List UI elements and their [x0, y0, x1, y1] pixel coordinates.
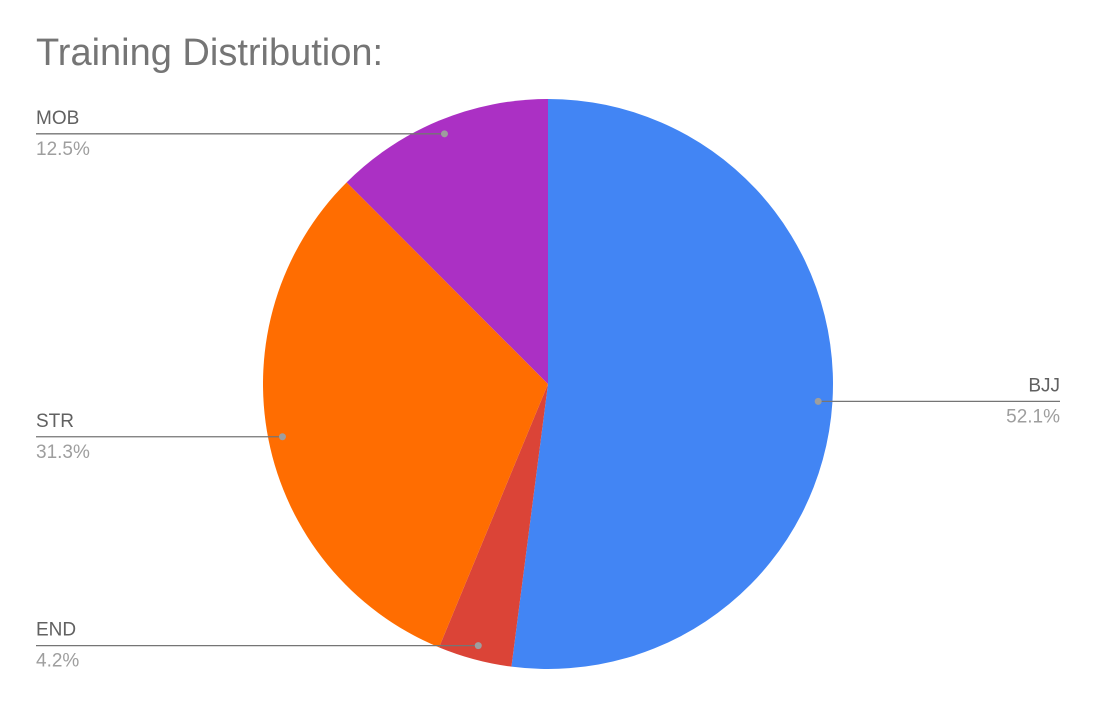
legend-label: BJJ	[1028, 375, 1060, 396]
leader-dot	[278, 433, 286, 441]
legend-label: END	[36, 620, 76, 641]
pie-slice	[262, 182, 548, 648]
data-label: 12.5%	[36, 139, 90, 160]
leader-dot	[440, 130, 448, 138]
data-label: 31.3%	[36, 442, 90, 463]
pie-slice	[439, 384, 548, 667]
chart-title: Training Distribution:	[36, 32, 383, 74]
legend-label: MOB	[36, 108, 79, 129]
pie-slice	[511, 99, 833, 669]
pie-slice	[346, 99, 548, 384]
leader-dot	[814, 397, 822, 405]
leader-dot	[474, 642, 482, 650]
data-label: 52.1%	[1006, 406, 1060, 427]
legend-label: STR	[36, 411, 74, 432]
data-label: 4.2%	[36, 651, 79, 672]
